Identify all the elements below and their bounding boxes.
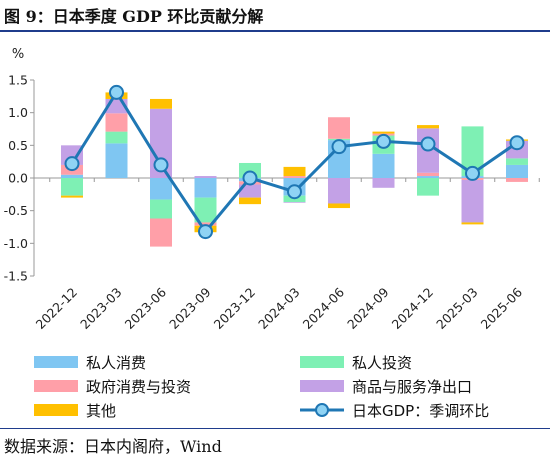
figure-title: 图 9：日本季度 GDP 环比贡献分解 bbox=[4, 7, 264, 26]
bar-segment bbox=[105, 113, 128, 132]
bar-segment bbox=[417, 125, 439, 129]
bar-segment bbox=[194, 178, 217, 198]
bar-segment bbox=[372, 153, 395, 178]
bar-segment bbox=[150, 98, 172, 109]
bar-segment bbox=[150, 178, 172, 200]
legend-line-marker bbox=[315, 403, 329, 417]
bar-segment bbox=[506, 178, 528, 182]
bar-segment bbox=[328, 203, 350, 209]
y-unit-label: % bbox=[12, 47, 24, 62]
bar-segment bbox=[105, 131, 128, 144]
x-tick-label: 2023-06 bbox=[122, 284, 170, 332]
legend-label: 政府消费与投资 bbox=[86, 378, 191, 396]
gdp-point bbox=[64, 156, 80, 172]
bar-segment bbox=[461, 179, 484, 223]
bar-segment bbox=[506, 158, 528, 165]
gdp-point bbox=[331, 139, 347, 155]
bar-segment bbox=[283, 202, 306, 203]
bar-segment bbox=[194, 222, 217, 226]
gdp-point bbox=[420, 136, 436, 152]
y-tick-label: 1.5 bbox=[8, 73, 28, 88]
bar-segment bbox=[150, 199, 172, 219]
bar-segment bbox=[283, 176, 306, 178]
bar-segment bbox=[105, 143, 128, 178]
gdp-point bbox=[465, 165, 480, 181]
legend-label: 其他 bbox=[86, 402, 116, 420]
x-tick-label: 2023-03 bbox=[77, 285, 125, 333]
y-tick-label: -1.5 bbox=[4, 269, 28, 284]
legend-swatch bbox=[300, 380, 344, 392]
bar-segment bbox=[506, 164, 528, 178]
x-tick-label: 2022-12 bbox=[33, 285, 81, 333]
title-rule bbox=[0, 30, 550, 32]
y-tick-label: -1.0 bbox=[4, 236, 28, 251]
legend-swatch bbox=[34, 380, 78, 392]
x-tick-label: 2025-03 bbox=[433, 285, 481, 333]
bar-segment bbox=[239, 184, 261, 198]
legend-swatch bbox=[34, 356, 78, 368]
gdp-point bbox=[509, 135, 525, 151]
gdp-point bbox=[109, 84, 124, 100]
bar-segment bbox=[417, 178, 439, 196]
bar-segment bbox=[283, 166, 306, 177]
gdp-line bbox=[70, 89, 518, 235]
bar-segment bbox=[61, 174, 83, 178]
legend-label: 私人投资 bbox=[352, 354, 412, 372]
gdp-point bbox=[198, 224, 213, 240]
bar-segment bbox=[417, 176, 439, 178]
legend-swatch bbox=[300, 356, 344, 368]
footer-rule bbox=[0, 428, 550, 429]
bar-segment bbox=[150, 218, 172, 247]
legend-label: 商品与服务净出口 bbox=[352, 378, 472, 396]
bar-segment bbox=[194, 197, 217, 223]
x-tick-label: 2024-03 bbox=[255, 285, 303, 333]
bar-segment bbox=[417, 172, 439, 177]
source-note: 数据来源：日本内阁府，Wind bbox=[4, 437, 222, 456]
bar-segment bbox=[194, 176, 217, 178]
bar-segment bbox=[328, 178, 350, 204]
bar-segment bbox=[461, 126, 484, 177]
bar-segment bbox=[328, 117, 350, 139]
legend-swatch bbox=[34, 404, 78, 416]
bar-segment bbox=[372, 131, 395, 134]
bar-segment bbox=[372, 178, 395, 188]
x-tick-label: 2023-09 bbox=[166, 284, 214, 332]
x-tick-label: 2023-12 bbox=[211, 285, 259, 333]
y-tick-label: 1.0 bbox=[8, 105, 28, 120]
x-tick-label: 2024-06 bbox=[300, 284, 348, 332]
bar-segment bbox=[239, 197, 261, 205]
bar-segment bbox=[61, 195, 83, 198]
gdp-point bbox=[376, 133, 391, 149]
x-tick-label: 2025-06 bbox=[478, 284, 526, 332]
gdp-point bbox=[242, 170, 258, 186]
x-tick-label: 2024-12 bbox=[389, 285, 437, 333]
y-tick-label: -0.5 bbox=[4, 203, 28, 218]
bar-segment bbox=[61, 178, 83, 196]
gdp-point bbox=[287, 184, 302, 200]
legend-label: 日本GDP：季调环比 bbox=[352, 402, 489, 420]
y-tick-label: 0.0 bbox=[8, 171, 28, 186]
y-tick-label: 0.5 bbox=[8, 138, 28, 153]
legend-label: 私人消费 bbox=[86, 354, 146, 372]
gdp-point bbox=[153, 157, 169, 173]
x-tick-label: 2024-09 bbox=[344, 284, 392, 332]
bar-segment bbox=[461, 222, 484, 225]
